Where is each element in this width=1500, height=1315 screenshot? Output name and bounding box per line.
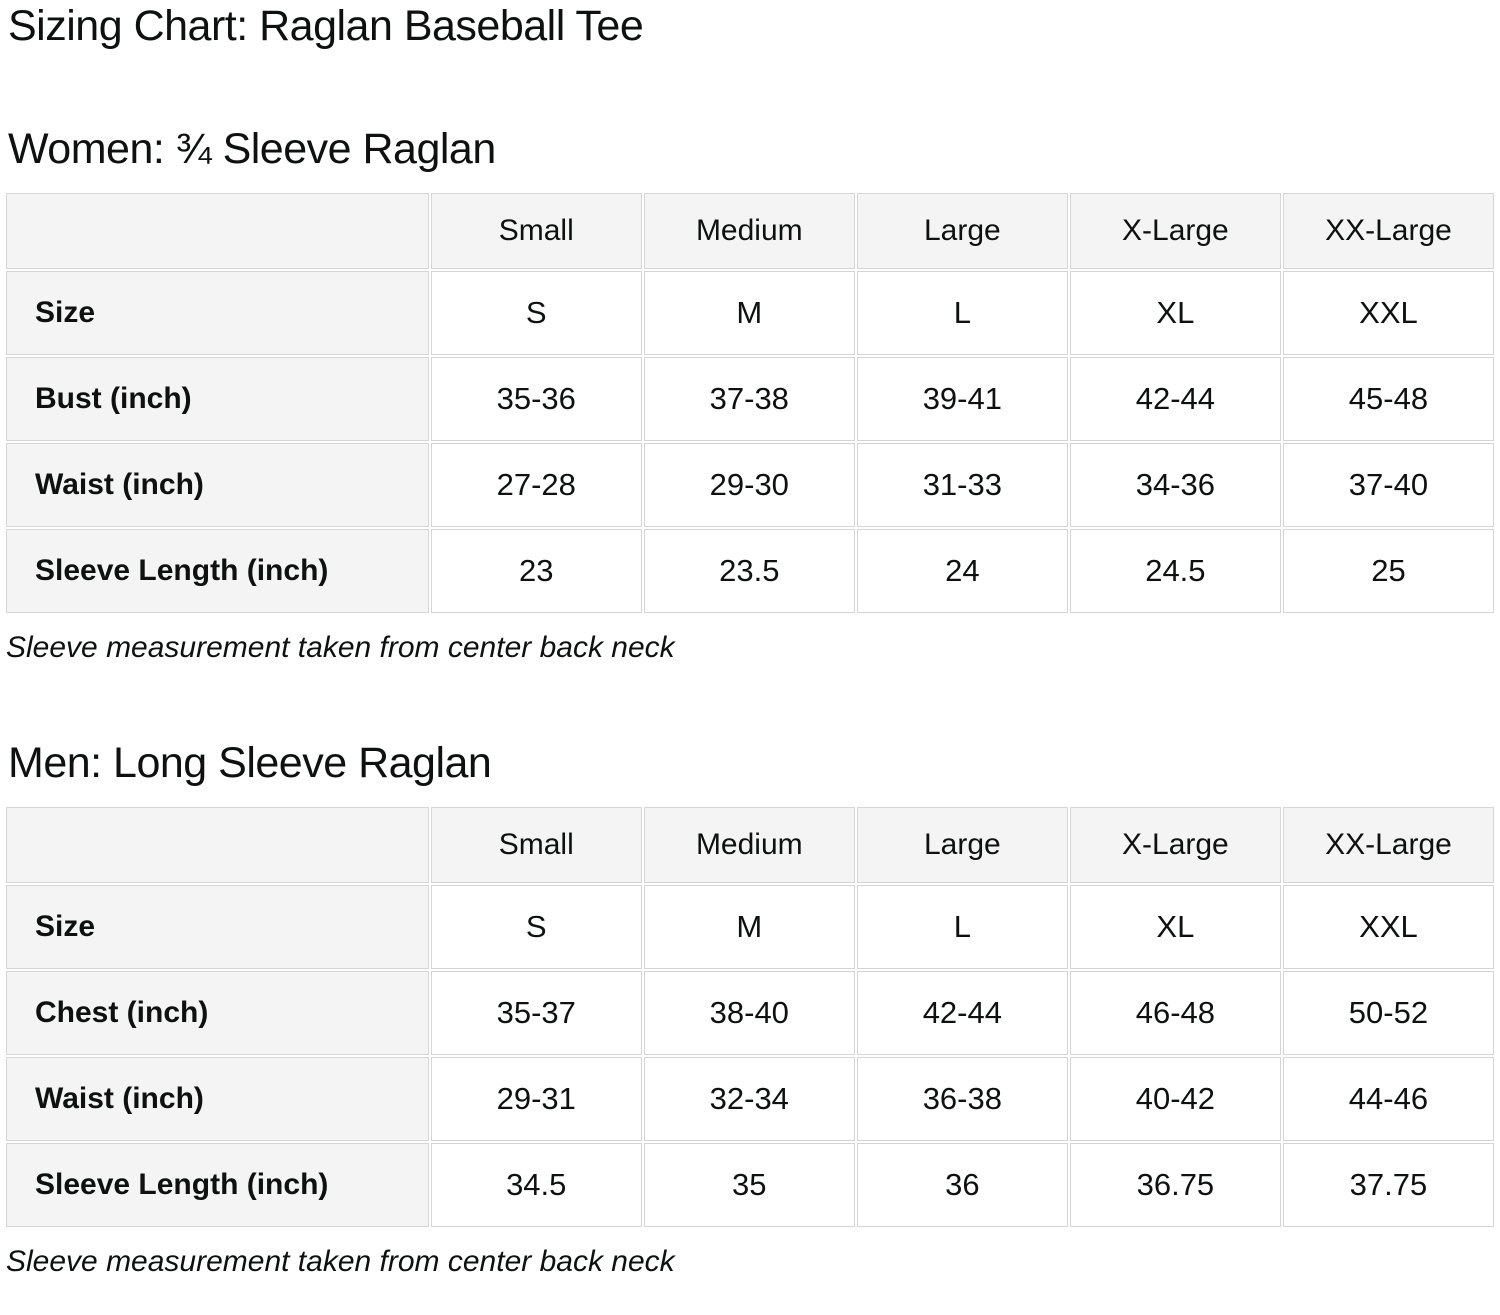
size-value-cell: S [430,270,642,355]
size-value-cell: S [430,884,642,969]
size-value-cell: 23.5 [643,528,855,613]
size-value-cell: 46-48 [1069,970,1281,1055]
size-value-cell: 24.5 [1069,528,1281,613]
table-row: Waist (inch) 29-31 32-34 36-38 40-42 44-46 [6,1056,1494,1141]
size-value-cell: 39-41 [856,356,1068,441]
size-value-cell: 27-28 [430,442,642,527]
size-value-cell: 44-46 [1282,1056,1494,1141]
size-value-cell: XL [1069,884,1281,969]
row-label: Size [6,884,429,969]
sizing-chart-page: Sizing Chart: Raglan Baseball Tee Women:… [4,2,1496,1279]
size-table: Small Medium Large X-Large XX-Large Size S M L X… [4,805,1496,1229]
sections-container: Women: ¾ Sleeve Raglan Small Medium Large X… [4,125,1496,1279]
size-value-cell: 31-33 [856,442,1068,527]
column-header: Medium [643,806,855,883]
row-label: Waist (inch) [6,442,429,527]
size-value-cell: 50-52 [1282,970,1494,1055]
size-table-header-row: Small Medium Large X-Large XX-Large [6,192,1494,269]
size-value-cell: 37-40 [1282,442,1494,527]
size-value-cell: 36.75 [1069,1142,1281,1227]
section-heading: Men: Long Sleeve Raglan [8,739,492,788]
table-row: Size S M L XL XXL [6,270,1494,355]
table-row: Waist (inch) 27-28 29-30 31-33 34-36 37-40 [6,442,1494,527]
row-label: Sleeve Length (inch) [6,528,429,613]
size-value-cell: 34.5 [430,1142,642,1227]
size-value-cell: L [856,270,1068,355]
size-value-cell: 29-31 [430,1056,642,1141]
size-value-cell: 35-36 [430,356,642,441]
column-header: XX-Large [1282,806,1494,883]
size-value-cell: XL [1069,270,1281,355]
size-chart-section: Women: ¾ Sleeve Raglan Small Medium Large X… [4,125,1496,665]
size-value-cell: 29-30 [643,442,855,527]
size-value-cell: XXL [1282,884,1494,969]
size-value-cell: 36 [856,1142,1068,1227]
size-value-cell: 36-38 [856,1056,1068,1141]
size-value-cell: XXL [1282,270,1494,355]
sleeve-measurement-note: Sleeve measurement taken from center bac… [6,1244,675,1278]
table-row: Sleeve Length (inch) 34.5 35 36 36.75 37.75 [6,1142,1494,1227]
size-value-cell: 34-36 [1069,442,1281,527]
size-value-cell: 38-40 [643,970,855,1055]
sleeve-measurement-note: Sleeve measurement taken from center bac… [6,630,675,664]
column-header: X-Large [1069,806,1281,883]
table-row: Size S M L XL XXL [6,884,1494,969]
size-value-cell: 45-48 [1282,356,1494,441]
size-table-body: Size S M L XL XXL Bust (inch) 35-36 37-38 39-41 42… [6,270,1494,613]
corner-header-cell [6,806,429,883]
size-value-cell: 42-44 [856,970,1068,1055]
size-value-cell: 40-42 [1069,1056,1281,1141]
column-header: X-Large [1069,192,1281,269]
size-table-header-row: Small Medium Large X-Large XX-Large [6,806,1494,883]
page-title: Sizing Chart: Raglan Baseball Tee [8,2,644,50]
size-table: Small Medium Large X-Large XX-Large Size S M L X… [4,191,1496,615]
size-table-body: Size S M L XL XXL Chest (inch) 35-37 38-40 42-44 4… [6,884,1494,1227]
size-value-cell: 37-38 [643,356,855,441]
row-label: Chest (inch) [6,970,429,1055]
row-label: Sleeve Length (inch) [6,1142,429,1227]
column-header: Small [430,806,642,883]
size-value-cell: 25 [1282,528,1494,613]
column-header: Large [856,806,1068,883]
size-value-cell: 37.75 [1282,1142,1494,1227]
size-value-cell: 42-44 [1069,356,1281,441]
size-value-cell: 35-37 [430,970,642,1055]
column-header: XX-Large [1282,192,1494,269]
column-header: Small [430,192,642,269]
size-value-cell: 32-34 [643,1056,855,1141]
table-row: Chest (inch) 35-37 38-40 42-44 46-48 50-52 [6,970,1494,1055]
size-value-cell: 35 [643,1142,855,1227]
size-value-cell: L [856,884,1068,969]
column-header: Medium [643,192,855,269]
table-row: Sleeve Length (inch) 23 23.5 24 24.5 25 [6,528,1494,613]
corner-header-cell [6,192,429,269]
size-value-cell: M [643,270,855,355]
column-header: Large [856,192,1068,269]
table-row: Bust (inch) 35-36 37-38 39-41 42-44 45-48 [6,356,1494,441]
row-label: Waist (inch) [6,1056,429,1141]
size-chart-section: Men: Long Sleeve Raglan Small Medium Large… [4,739,1496,1279]
row-label: Bust (inch) [6,356,429,441]
size-value-cell: 23 [430,528,642,613]
section-heading: Women: ¾ Sleeve Raglan [8,125,496,174]
size-value-cell: 24 [856,528,1068,613]
row-label: Size [6,270,429,355]
size-value-cell: M [643,884,855,969]
